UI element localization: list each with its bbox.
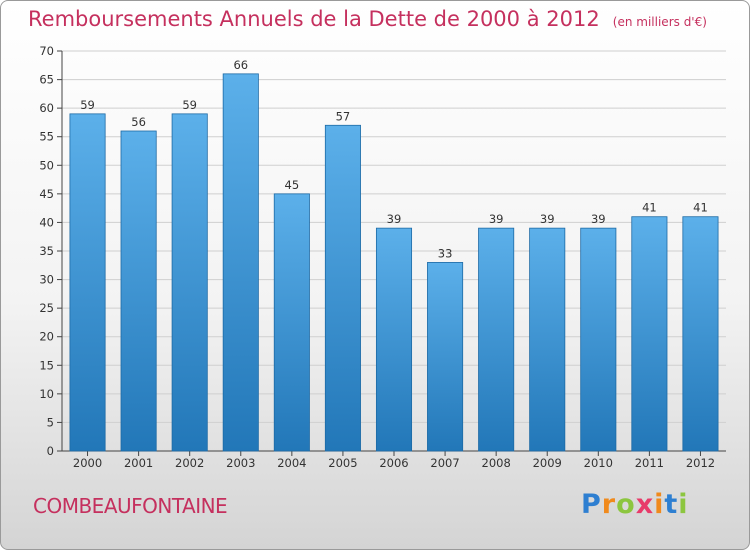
y-tick-label: 35 — [39, 244, 54, 258]
y-tick-label: 5 — [47, 415, 54, 429]
x-tick-label: 2006 — [379, 456, 408, 470]
y-tick-label: 45 — [39, 187, 54, 201]
x-tick-label: 2007 — [430, 456, 459, 470]
x-tick-label: 2009 — [533, 456, 562, 470]
y-tick-label: 65 — [39, 73, 54, 87]
title-text: Remboursements Annuels de la Dette de 20… — [28, 7, 600, 31]
y-tick-label: 60 — [39, 101, 54, 115]
x-tick-label: 2000 — [73, 456, 102, 470]
y-tick-label: 25 — [39, 301, 54, 315]
bar-2009 — [529, 227, 566, 452]
logo-letter: t — [664, 489, 679, 520]
bar-2000 — [69, 113, 106, 452]
proxiti-logo: Proxiti — [581, 489, 689, 520]
data-label: 39 — [489, 212, 504, 226]
labels: 0 5 10 15 20 25 30 35 40 45 50 55 60 65 70 2000 59 2001 56… — [39, 44, 715, 470]
y-tick-label: 40 — [39, 215, 54, 229]
data-label: 57 — [336, 109, 351, 123]
bar-2010 — [580, 227, 617, 452]
x-tick-label: 2011 — [635, 456, 664, 470]
bar-2005 — [324, 124, 361, 452]
data-label: 39 — [540, 212, 555, 226]
data-label: 66 — [233, 58, 248, 72]
data-label: 41 — [642, 201, 657, 215]
x-tick-label: 2008 — [482, 456, 511, 470]
y-tick-label: 15 — [39, 358, 54, 372]
logo-letter: o — [616, 489, 636, 520]
x-tick-label: 2003 — [226, 456, 255, 470]
bar-2001 — [120, 130, 157, 452]
logo-letter: i — [678, 489, 689, 520]
x-tick-label: 2001 — [124, 456, 153, 470]
commune-name: COMBEAUFONTAINE — [33, 494, 228, 518]
y-tick-label: 30 — [39, 273, 54, 287]
data-label: 33 — [438, 246, 453, 260]
x-tick-label: 2002 — [175, 456, 204, 470]
chart-title: Remboursements Annuels de la Dette de 20… — [28, 7, 707, 31]
logo-letter: x — [635, 489, 655, 520]
bar-2011 — [631, 216, 668, 452]
data-label: 39 — [387, 212, 402, 226]
data-label: 45 — [285, 178, 300, 192]
y-tick-label: 10 — [39, 387, 54, 401]
bar-2007 — [427, 262, 464, 452]
bars — [69, 73, 719, 452]
data-label: 59 — [80, 98, 95, 112]
bar-2012 — [682, 216, 719, 452]
bar-2003 — [222, 73, 259, 452]
bar-2006 — [375, 227, 413, 452]
data-label: 59 — [182, 98, 197, 112]
x-tick-label: 2010 — [584, 456, 613, 470]
logo-letter: P — [581, 489, 602, 520]
y-tick-label: 50 — [39, 158, 54, 172]
bar-2004 — [273, 193, 310, 452]
x-tick-label: 2012 — [686, 456, 715, 470]
bar-2002 — [171, 113, 208, 452]
data-label: 41 — [693, 201, 708, 215]
bar-2008 — [478, 227, 515, 452]
data-label: 39 — [591, 212, 606, 226]
y-tick-label: 0 — [47, 444, 54, 458]
y-tick-label: 70 — [39, 44, 54, 58]
unit-note: (en milliers d'€) — [612, 15, 707, 29]
y-tick-label: 55 — [39, 130, 54, 144]
data-label: 56 — [131, 115, 146, 129]
logo-letter: i — [654, 489, 665, 520]
x-tick-label: 2005 — [328, 456, 357, 470]
y-tick-label: 20 — [39, 330, 54, 344]
logo-letter: r — [601, 489, 617, 520]
x-tick-label: 2004 — [277, 456, 306, 470]
